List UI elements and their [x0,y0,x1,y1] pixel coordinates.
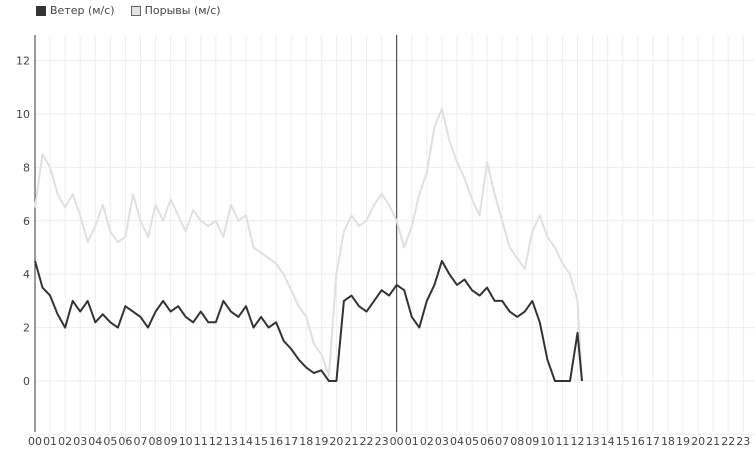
y-tick-label: 0 [23,375,30,388]
series-line-wind [34,259,583,382]
x-tick-label: 12 [209,435,223,448]
x-tick-label: 19 [314,435,328,448]
chart-legend: Ветер (м/с) Порывы (м/с) [36,4,221,17]
x-tick-label: 21 [706,435,720,448]
x-tick-label: 05 [103,435,117,448]
x-tick-label: 02 [420,435,434,448]
legend-swatch-wind [36,5,46,16]
x-tick-label: 16 [269,435,283,448]
x-tick-label: 19 [676,435,690,448]
y-tick-label: 4 [23,268,30,281]
x-tick-label: 22 [360,435,374,448]
x-tick-label: 14 [239,435,253,448]
x-tick-label: 11 [555,435,569,448]
x-tick-label: 09 [525,435,539,448]
x-tick-label: 03 [435,435,449,448]
x-tick-label: 11 [194,435,208,448]
x-tick-label: 08 [149,435,163,448]
x-tick-label: 00 [28,435,42,448]
x-tick-label: 09 [164,435,178,448]
y-tick-label: 10 [16,108,30,121]
x-tick-label: 22 [721,435,735,448]
x-tick-label: 15 [254,435,268,448]
x-tick-label: 01 [405,435,419,448]
x-tick-label: 23 [736,435,750,448]
x-tick-label: 10 [540,435,554,448]
y-tick-label: 12 [16,55,30,68]
x-tick-label: 21 [344,435,358,448]
x-tick-label: 06 [480,435,494,448]
x-tick-label: 18 [299,435,313,448]
series-line-gusts [34,107,583,382]
x-tick-label: 05 [465,435,479,448]
x-tick-label: 02 [58,435,72,448]
x-tick-label: 10 [179,435,193,448]
y-tick-label: 6 [23,215,30,228]
x-tick-label: 07 [133,435,147,448]
x-tick-label: 01 [43,435,57,448]
legend-swatch-gusts [130,5,141,16]
x-tick-label: 03 [73,435,87,448]
legend-label-wind: Ветер (м/с) [50,4,115,17]
x-tick-label: 12 [571,435,585,448]
legend-item-gusts[interactable]: Порывы (м/с) [130,4,221,17]
x-tick-label: 17 [284,435,298,448]
x-tick-label: 13 [586,435,600,448]
legend-item-wind[interactable]: Ветер (м/с) [36,4,115,17]
x-tick-label: 15 [616,435,630,448]
x-tick-label: 20 [691,435,705,448]
x-tick-label: 04 [450,435,464,448]
x-tick-label: 16 [631,435,645,448]
x-tick-label: 17 [646,435,660,448]
x-tick-label: 07 [495,435,509,448]
x-tick-label: 00 [390,435,404,448]
x-tick-label: 20 [329,435,343,448]
x-tick-label: 23 [375,435,389,448]
x-tick-label: 08 [510,435,524,448]
x-tick-label: 13 [224,435,238,448]
x-tick-label: 18 [661,435,675,448]
y-tick-label: 2 [23,322,30,335]
y-tick-label: 8 [23,161,30,174]
x-tick-label: 04 [88,435,102,448]
x-tick-label: 06 [118,435,132,448]
x-tick-label: 14 [601,435,615,448]
legend-label-gusts: Порывы (м/с) [144,4,221,17]
